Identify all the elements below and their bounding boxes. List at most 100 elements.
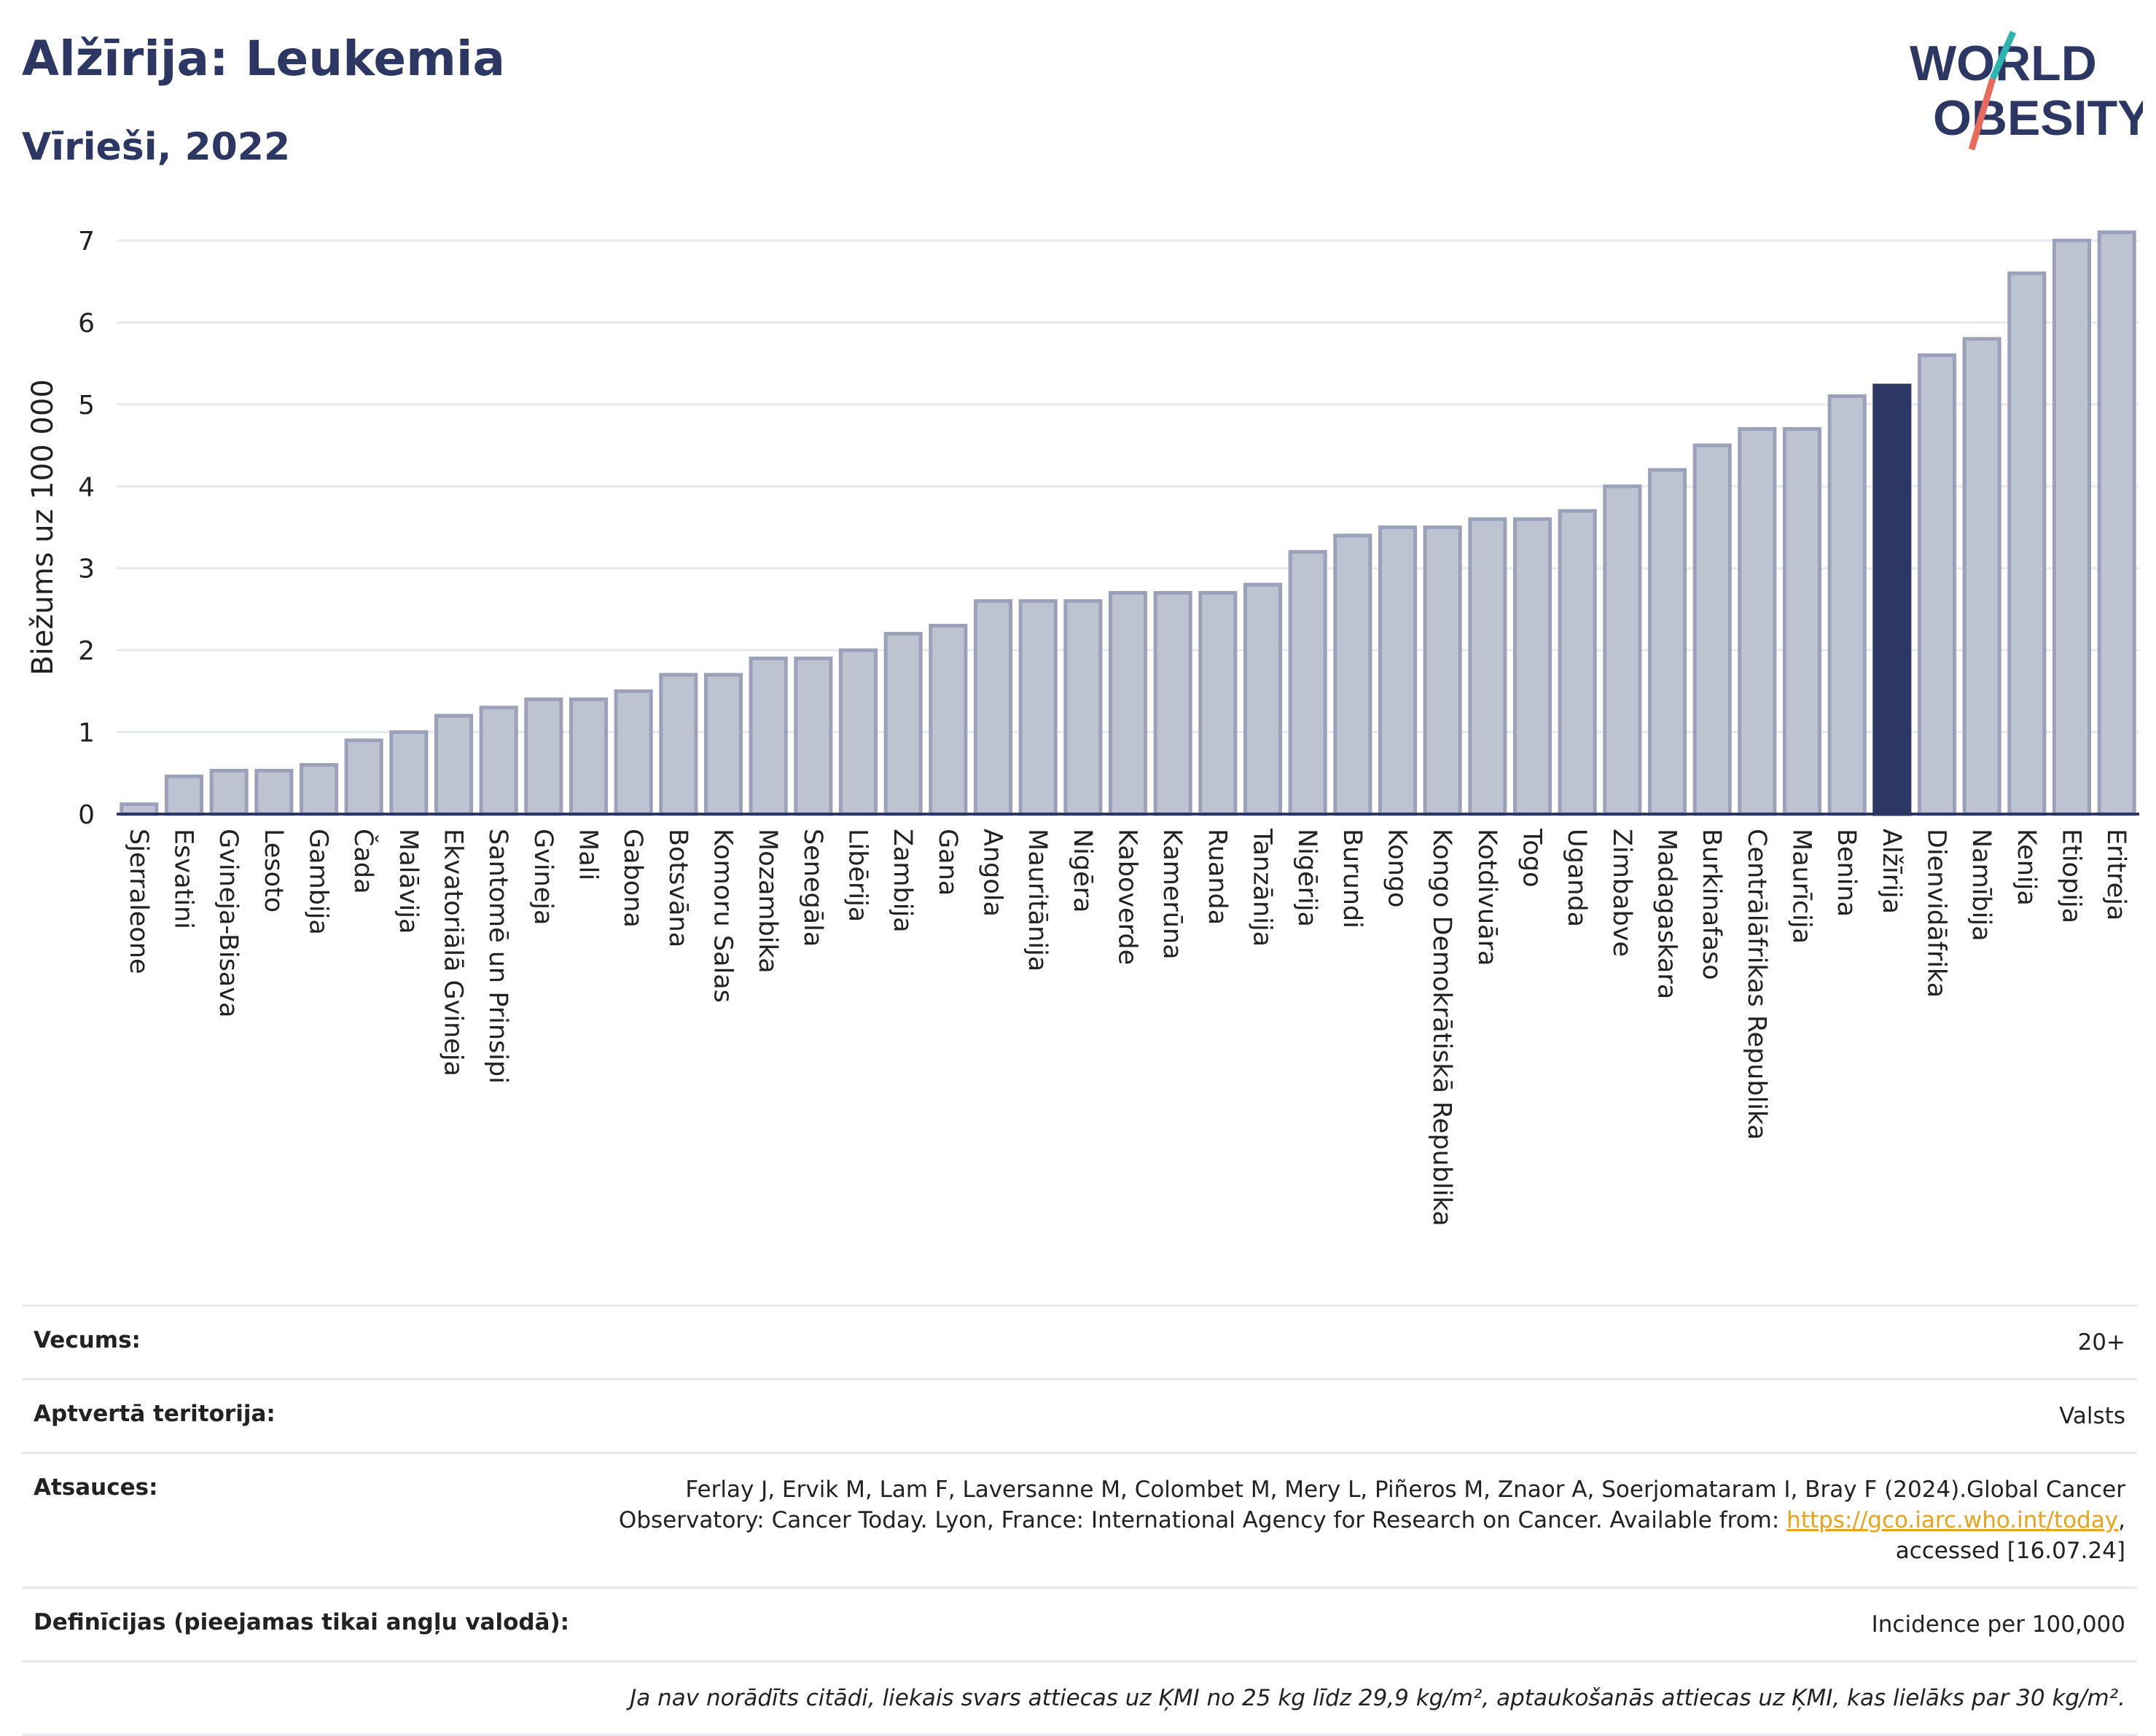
x-tick-label: Sjerraleone bbox=[124, 829, 153, 974]
bar-6[interactable] bbox=[344, 738, 383, 816]
x-tick-label: Maurīcija bbox=[1787, 829, 1816, 944]
x-tick-label: Esvatini bbox=[169, 829, 198, 929]
bar-35[interactable] bbox=[1647, 468, 1687, 816]
x-tick-label: Kongo bbox=[1383, 829, 1412, 907]
bar-4[interactable] bbox=[254, 768, 294, 816]
references-link[interactable]: https://gco.iarc.who.int/today bbox=[1786, 1507, 2119, 1533]
x-tick-label: Botsvāna bbox=[663, 829, 692, 947]
x-tick-label: Centrālāfrikas Republika bbox=[1742, 829, 1771, 1140]
bar-15[interactable] bbox=[749, 656, 788, 816]
x-tick-label: Čada bbox=[348, 829, 379, 894]
bar-18[interactable] bbox=[883, 632, 923, 816]
x-tick-label: Benina bbox=[1832, 829, 1861, 917]
references-comma: , bbox=[2118, 1507, 2125, 1533]
bar-26[interactable] bbox=[1243, 582, 1283, 816]
bar-12[interactable] bbox=[614, 689, 653, 816]
x-tick-label: Ekvatoriālā Gvineja bbox=[439, 829, 468, 1076]
bar-16[interactable] bbox=[794, 656, 833, 816]
bar-17[interactable] bbox=[838, 648, 878, 816]
y-tick-label: 7 bbox=[78, 227, 95, 257]
y-tick-label: 0 bbox=[78, 800, 95, 830]
x-tick-label: Komoru Salas bbox=[708, 829, 738, 1003]
x-tick-label: Madagaskara bbox=[1652, 829, 1682, 999]
bar-43[interactable] bbox=[2007, 271, 2047, 816]
bar-20[interactable] bbox=[973, 599, 1013, 816]
bar-34[interactable] bbox=[1603, 484, 1642, 816]
bar-38[interactable] bbox=[1782, 427, 1822, 816]
bar-10[interactable] bbox=[524, 697, 563, 816]
bar-chart: 0 1 2 3 4 5 6 7 Biežums uz 100 000 Sjerraleone Esv… bbox=[26, 227, 2139, 1227]
x-tick-label: Ruanda bbox=[1203, 829, 1232, 925]
x-tick-label: Etiopija bbox=[2057, 829, 2086, 923]
x-tick-label: Mali bbox=[574, 829, 603, 880]
x-tick-label: Kamerūna bbox=[1157, 829, 1187, 960]
x-tick-label: Tanzānija bbox=[1248, 828, 1277, 947]
references-line-1: Ferlay J, Ervik M, Lam F, Laversanne M, … bbox=[685, 1477, 2125, 1503]
info-row-definitions: Definīcijas (pieejamas tikai angļu valod… bbox=[22, 1587, 2137, 1660]
bar-2[interactable] bbox=[164, 774, 204, 816]
bar-25[interactable] bbox=[1198, 590, 1238, 816]
info-row-age: Vecums: 20+ bbox=[22, 1305, 2137, 1378]
references-line-3: accessed [16.07.24] bbox=[1895, 1538, 2125, 1564]
age-label: Vecums: bbox=[34, 1327, 141, 1353]
bar-42[interactable] bbox=[1962, 337, 2001, 816]
x-tick-label: Zimbabve bbox=[1607, 829, 1636, 957]
x-tick-label: Malāvija bbox=[394, 829, 423, 934]
bar-37[interactable] bbox=[1738, 427, 1777, 816]
bar-28[interactable] bbox=[1333, 533, 1372, 816]
bar-33[interactable] bbox=[1558, 509, 1597, 816]
logo-slash-teal bbox=[1989, 31, 2017, 80]
x-tick-label: Uganda bbox=[1562, 829, 1591, 927]
x-tick-label: Zambija bbox=[888, 829, 917, 933]
page-subtitle: Vīrieši, 2022 bbox=[22, 125, 291, 169]
info-row-territory: Aptvertā teritorija: Valsts bbox=[22, 1378, 2137, 1452]
x-tick-label: Kotdivuāra bbox=[1472, 829, 1501, 966]
y-tick-label: 1 bbox=[78, 719, 95, 748]
bar-11[interactable] bbox=[569, 697, 609, 816]
bar-13[interactable] bbox=[659, 673, 698, 816]
bar-23[interactable] bbox=[1108, 590, 1148, 816]
x-tick-label: Angola bbox=[978, 829, 1007, 917]
x-tick-label: Nigēra bbox=[1068, 829, 1097, 913]
x-tick-label: Namībija bbox=[1966, 829, 1996, 942]
x-tick-label: Burundi bbox=[1337, 829, 1367, 928]
bar-9[interactable] bbox=[479, 705, 518, 816]
x-tick-label: Gabona bbox=[618, 829, 647, 928]
bar-8[interactable] bbox=[434, 713, 474, 816]
bar-29[interactable] bbox=[1378, 525, 1418, 816]
bar-27[interactable] bbox=[1288, 550, 1327, 816]
x-tick-label: Eritreja bbox=[2101, 829, 2130, 920]
bar-14[interactable] bbox=[703, 673, 743, 816]
footnote: Ja nav norādīts citādi, liekais svars at… bbox=[630, 1685, 2125, 1711]
bar-44[interactable] bbox=[2052, 238, 2092, 816]
y-axis-title: Biežums uz 100 000 bbox=[26, 379, 60, 676]
bar-21[interactable] bbox=[1018, 599, 1058, 816]
age-value: 20+ bbox=[2077, 1329, 2125, 1356]
y-tick-label: 5 bbox=[78, 391, 95, 421]
bar-30[interactable] bbox=[1423, 525, 1462, 816]
bar-41[interactable] bbox=[1917, 353, 1957, 816]
references-value: Ferlay J, Ervik M, Lam F, Laversanne M, … bbox=[619, 1474, 2125, 1566]
x-tick-label: Gvineja bbox=[528, 829, 558, 925]
bar-19[interactable] bbox=[929, 623, 968, 816]
bar-24[interactable] bbox=[1153, 590, 1192, 816]
x-tick-label: Alžīrija bbox=[1877, 829, 1906, 914]
bar-45[interactable] bbox=[2097, 230, 2136, 816]
bar-36[interactable] bbox=[1692, 443, 1732, 816]
bar-5[interactable] bbox=[299, 763, 339, 816]
y-tick-label: 2 bbox=[78, 636, 95, 666]
bar-3[interactable] bbox=[209, 768, 249, 816]
info-row-references: Atsauces: Ferlay J, Ervik M, Lam F, Lave… bbox=[22, 1452, 2137, 1587]
y-tick-label: 3 bbox=[78, 555, 95, 584]
logo-line-1: WORLD bbox=[1910, 36, 2097, 91]
bar-22[interactable] bbox=[1063, 599, 1103, 816]
bar-1[interactable] bbox=[120, 802, 159, 816]
logo-slash-coral bbox=[1968, 77, 1996, 151]
bar-39[interactable] bbox=[1827, 394, 1867, 816]
references-label: Atsauces: bbox=[34, 1474, 158, 1501]
bar-7[interactable] bbox=[389, 730, 429, 816]
bar-40[interactable] bbox=[1872, 383, 1912, 816]
definitions-value: Incidence per 100,000 bbox=[1871, 1611, 2125, 1638]
bar-32[interactable] bbox=[1512, 517, 1552, 816]
bar-31[interactable] bbox=[1468, 517, 1507, 816]
